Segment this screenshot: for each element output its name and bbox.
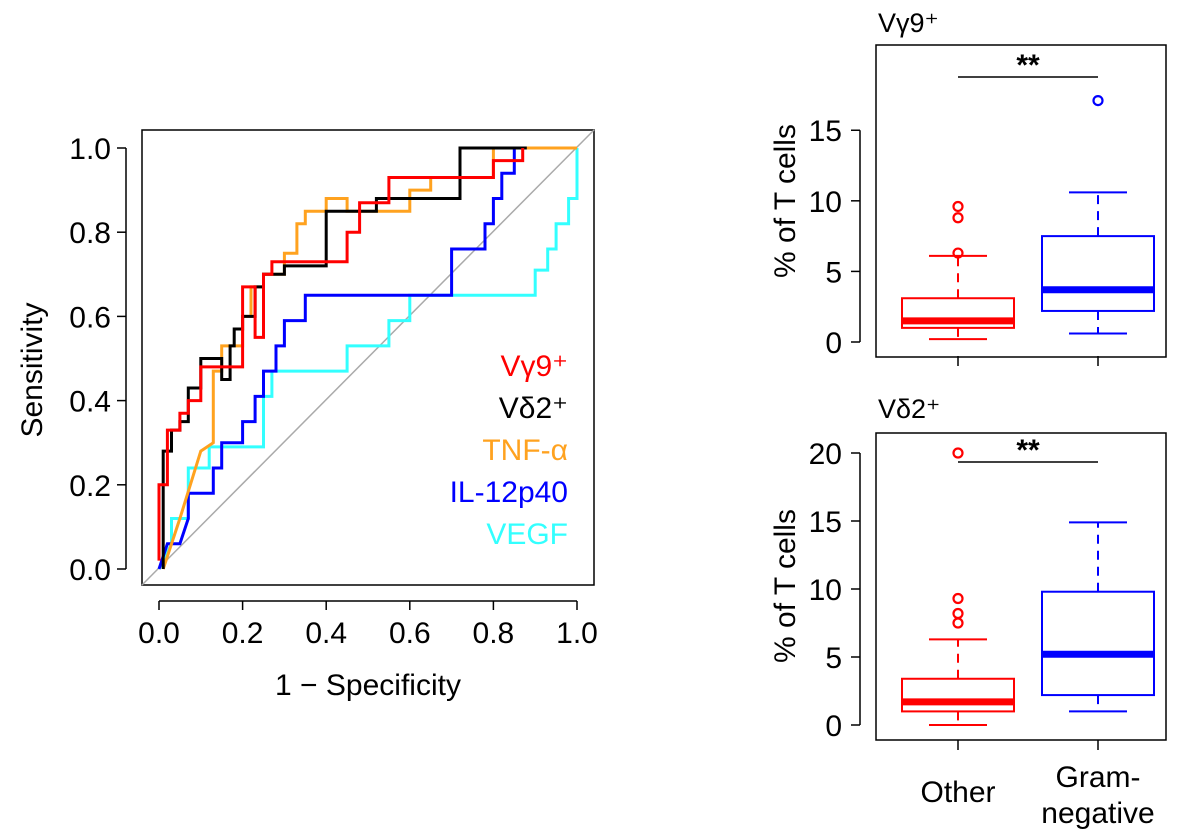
vg9-other-outlier bbox=[952, 212, 964, 224]
roc-x-tick-label: 0.8 bbox=[473, 617, 515, 650]
vg9-significance-label: ** bbox=[1016, 49, 1040, 82]
roc-legend-entry: Vδ2⁺ bbox=[499, 392, 568, 425]
vd2-significance-label: ** bbox=[1016, 434, 1040, 467]
vd2-panel-title: Vδ2⁺ bbox=[878, 394, 940, 424]
vd2-other-outlier bbox=[952, 607, 964, 620]
vg9-plot-frame bbox=[875, 44, 1167, 358]
roc-reference-diagonal bbox=[141, 129, 595, 586]
roc-y-axis-label: Sensitivity bbox=[16, 302, 49, 437]
vg9-other-outlier bbox=[952, 247, 964, 259]
roc-x-tick-label: 0.2 bbox=[222, 617, 264, 650]
vd2-y-tick-label: 20 bbox=[809, 438, 842, 471]
roc-y-tick-label: 0.4 bbox=[69, 386, 111, 419]
vd2-y-tick-label: 15 bbox=[809, 506, 842, 539]
vd2-other-outlier bbox=[952, 592, 964, 605]
vd2-plot-frame bbox=[875, 432, 1167, 741]
category-label-other: Other bbox=[920, 776, 995, 809]
roc-x-tick-label: 1.0 bbox=[556, 617, 598, 650]
roc-x-tick-label: 0.4 bbox=[305, 617, 347, 650]
vd2-y-axis-label: % of T cells bbox=[769, 509, 802, 663]
roc-chart: 0.0 0.2 0.4 0.6 0.8 1.0 0.0 0.2 0.4 0.6 0.8 1.0 1 −… bbox=[16, 129, 598, 702]
category-label-gram-negative: negative bbox=[1041, 797, 1154, 830]
roc-x-tick-label: 0.0 bbox=[138, 617, 180, 650]
vd2-y-tick-label: 0 bbox=[825, 710, 842, 743]
roc-series-line-vegf bbox=[157, 148, 579, 570]
roc-y-tick-label: 1.0 bbox=[69, 133, 111, 166]
vd2-y-tick-label: 10 bbox=[809, 574, 842, 607]
roc-legend-entry: TNF-α bbox=[482, 434, 568, 467]
roc-series-line-il12p40 bbox=[157, 146, 527, 570]
vd2-boxplot: Vδ2⁺ % of T cells 0 5 10 15 20 ** Other Gram-n… bbox=[769, 394, 1167, 830]
vg9-gram-negative-outlier bbox=[1092, 94, 1104, 107]
vg9-y-tick-label: 5 bbox=[825, 256, 842, 289]
roc-legend-entry: IL-12p40 bbox=[450, 476, 568, 509]
roc-plot-frame bbox=[141, 129, 595, 586]
roc-y-tick-label: 0.6 bbox=[69, 301, 111, 334]
vg9-other-outlier bbox=[952, 200, 964, 213]
vg9-y-axis-label: % of T cells bbox=[769, 124, 802, 278]
roc-series-line-v9 bbox=[157, 148, 525, 561]
roc-x-tick-label: 0.6 bbox=[389, 617, 431, 650]
roc-y-tick-label: 0.2 bbox=[69, 470, 111, 503]
roc-x-axis-label: 1 − Specificity bbox=[275, 669, 461, 702]
vd2-other-outlier bbox=[952, 617, 964, 629]
vg9-y-tick-label: 10 bbox=[809, 186, 842, 219]
roc-legend-entry: VEGF bbox=[486, 518, 568, 551]
roc-y-tick-label: 0.0 bbox=[69, 554, 111, 587]
vg9-panel-title: Vγ9⁺ bbox=[878, 8, 939, 38]
vg9-y-tick-label: 0 bbox=[825, 327, 842, 360]
vd2-other-box bbox=[901, 677, 1015, 713]
vd2-other-outlier bbox=[952, 447, 964, 459]
vg9-y-tick-label: 15 bbox=[809, 115, 842, 148]
roc-y-tick-label: 0.8 bbox=[69, 217, 111, 250]
vg9-boxplot: Vγ9⁺ % of T cells 0 5 10 15 ** bbox=[769, 8, 1167, 366]
vg9-gram-negative-box bbox=[1041, 235, 1155, 312]
vd2-gram-negative-box bbox=[1041, 590, 1155, 697]
category-label-gram-negative: Gram- bbox=[1056, 761, 1141, 794]
roc-legend-entry: Vγ9⁺ bbox=[500, 350, 568, 383]
vd2-y-tick-label: 5 bbox=[825, 642, 842, 675]
